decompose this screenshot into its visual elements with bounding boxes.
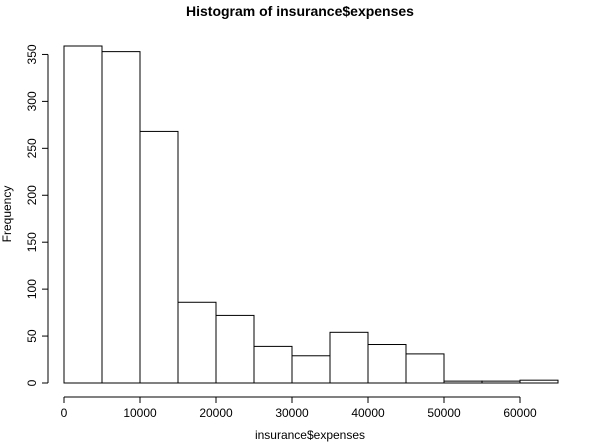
y-axis-label: Frequency xyxy=(0,186,14,243)
histogram-bar-7 xyxy=(329,331,369,384)
histogram-bar-11 xyxy=(481,380,521,384)
x-axis: 0 10000 20000 30000 40000 50000 60000 xyxy=(61,396,537,420)
x-tick-label: 0 xyxy=(61,406,68,420)
x-axis-label: insurance$expenses xyxy=(255,428,365,442)
y-tick-label: 50 xyxy=(25,329,39,343)
y-axis: 0 50 100 150 200 250 300 350 xyxy=(25,44,49,386)
x-tick-label: 60000 xyxy=(503,406,537,420)
y-tick-label: 250 xyxy=(25,138,39,158)
histogram-bar-12 xyxy=(519,379,559,384)
x-tick-label: 50000 xyxy=(427,406,461,420)
y-tick-label: 350 xyxy=(25,44,39,64)
y-tick-label: 0 xyxy=(25,379,39,386)
histogram-bar-10 xyxy=(443,380,483,384)
histogram-bar-5 xyxy=(253,345,293,384)
y-tick-label: 150 xyxy=(25,232,39,252)
y-tick-label: 300 xyxy=(25,91,39,111)
x-tick-label: 20000 xyxy=(199,406,233,420)
x-tick-label: 40000 xyxy=(351,406,385,420)
x-tick-label: 30000 xyxy=(275,406,309,420)
histogram-bar-2 xyxy=(139,130,179,384)
bars-layer xyxy=(63,45,559,384)
histogram-bar-6 xyxy=(291,355,331,384)
histogram-bar-9 xyxy=(405,353,445,384)
histogram-bar-3 xyxy=(177,301,217,384)
x-tick-label: 10000 xyxy=(123,406,157,420)
y-tick-label: 200 xyxy=(25,185,39,205)
histogram-bar-4 xyxy=(215,314,255,384)
y-tick-label: 100 xyxy=(25,279,39,299)
chart-title: Histogram of insurance$expenses xyxy=(186,3,414,19)
histogram-bar-1 xyxy=(101,51,141,384)
histogram-bar-8 xyxy=(367,344,407,384)
histogram-bar-0 xyxy=(63,45,103,384)
